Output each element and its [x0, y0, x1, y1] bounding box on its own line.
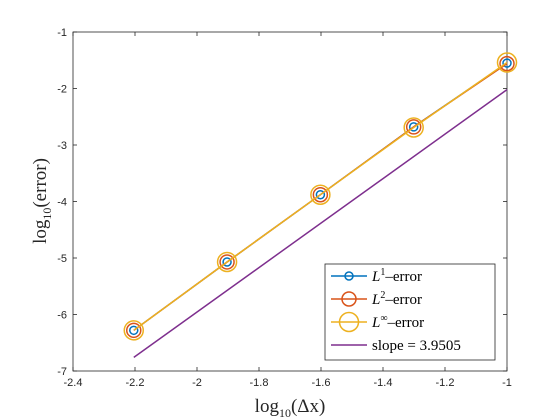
- y-axis-label: log10(error): [30, 158, 54, 244]
- data-point: [129, 325, 139, 336]
- legend: L1–error L2–error L∞–error slope = 3.9505: [324, 263, 496, 361]
- data-point: [222, 257, 232, 267]
- legend-marker: [338, 311, 360, 333]
- x-tick-label: -2.2: [126, 377, 145, 389]
- x-tick-label: -1.2: [436, 377, 455, 389]
- series-line: [133, 61, 508, 331]
- y-axis-label-argument: (error): [30, 158, 51, 208]
- x-tick-label: -2: [192, 377, 202, 389]
- y-axis-ticks: -7 -6 -5 -4 -3 -2 -1: [57, 27, 507, 378]
- series-line: [133, 88, 508, 359]
- data-point: [499, 55, 515, 72]
- y-tick-label: -5: [57, 253, 67, 265]
- legend-entries: L1–error L2–error L∞–error slope = 3.9505: [331, 267, 461, 354]
- data-point: [126, 322, 142, 339]
- y-tick-label: -6: [57, 310, 67, 322]
- data-point: [123, 320, 145, 341]
- y-axis-label-base: log: [30, 219, 51, 244]
- data-point: [312, 186, 329, 203]
- x-tick-label: -1: [502, 377, 512, 389]
- x-axis-ticks: -2.4 -2.2 -2 -1.8 -1.6 -1.4 -1.2 -1: [64, 32, 512, 389]
- data-point: [502, 58, 512, 68]
- x-tick-label: -2.4: [64, 377, 83, 389]
- x-axis-label-argument: (Δx): [291, 396, 325, 417]
- legend-marker: [341, 291, 357, 307]
- legend-entry: L∞–error: [331, 311, 424, 333]
- data-point: [219, 254, 235, 270]
- legend-label: L∞–error: [371, 313, 424, 331]
- x-axis-label-base: log: [255, 396, 280, 417]
- y-tick-label: -2: [57, 84, 67, 96]
- data-point: [405, 119, 422, 135]
- data-point: [216, 251, 238, 273]
- data-point: [310, 184, 331, 205]
- legend-marker: [344, 271, 354, 281]
- legend-entry: slope = 3.9505: [331, 338, 461, 354]
- series-4: [133, 88, 508, 359]
- x-axis-label-subscript: 10: [279, 406, 291, 420]
- legend-entry: L1–error: [331, 267, 422, 285]
- y-axis-label-subscript: 10: [40, 208, 54, 220]
- data-point: [315, 189, 326, 200]
- legend-entry: L2–error: [331, 290, 422, 308]
- x-tick-label: -1.8: [250, 377, 269, 389]
- series-layer: [123, 52, 518, 359]
- x-axis-label: log10(Δx): [255, 396, 326, 420]
- x-tick-label: -1.4: [374, 377, 393, 389]
- y-tick-label: -7: [57, 366, 67, 378]
- data-point: [408, 122, 419, 132]
- data-point: [403, 117, 424, 138]
- legend-label: L2–error: [371, 290, 422, 308]
- legend-label: L1–error: [371, 267, 422, 285]
- x-tick-label: -1.6: [312, 377, 331, 389]
- legend-label: slope = 3.9505: [372, 338, 461, 354]
- data-point: [496, 52, 518, 73]
- legend-box: [324, 263, 496, 361]
- y-tick-label: -3: [57, 140, 67, 152]
- y-tick-label: -4: [57, 197, 67, 209]
- series-3: [123, 52, 518, 341]
- y-tick-label: -1: [57, 27, 67, 39]
